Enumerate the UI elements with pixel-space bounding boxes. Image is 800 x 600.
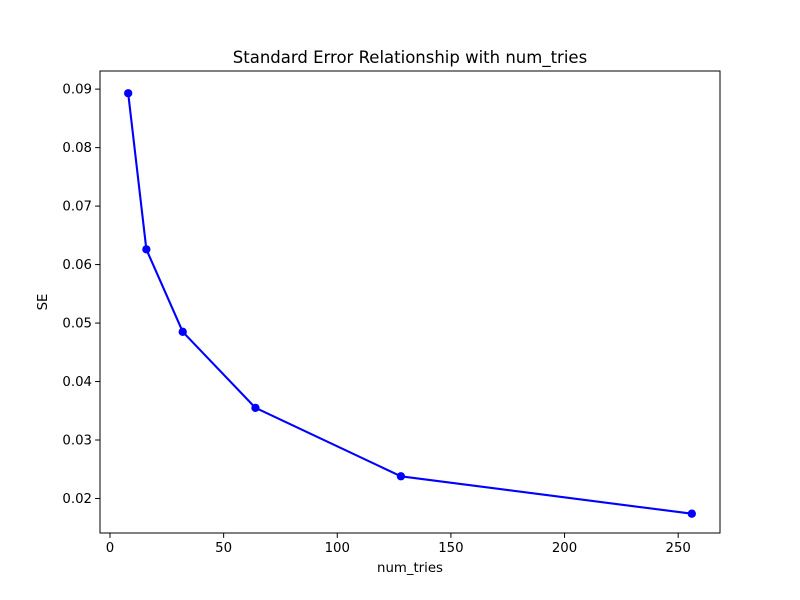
x-axis-label: num_tries	[377, 561, 443, 576]
chart-title: Standard Error Relationship with num_tri…	[233, 48, 587, 68]
x-tick-label: 50	[215, 541, 232, 556]
data-point-marker	[124, 89, 133, 98]
x-tick-label: 100	[325, 541, 350, 556]
x-tick-label: 200	[552, 541, 577, 556]
y-tick-label: 0.07	[62, 200, 92, 215]
x-tick-label: 150	[438, 541, 463, 556]
y-tick-label: 0.04	[62, 375, 92, 390]
data-point-marker	[142, 245, 151, 254]
x-tick-label: 250	[665, 541, 690, 556]
data-point-marker	[251, 403, 260, 413]
y-tick-label: 0.05	[62, 317, 92, 332]
y-tick-label: 0.06	[62, 258, 92, 273]
y-tick-label: 0.08	[62, 141, 92, 156]
x-axis-ticks: 0 50 100 150 200 250	[106, 533, 691, 556]
series-line	[127, 92, 693, 515]
x-tick-label: 0	[106, 541, 114, 556]
y-axis-ticks: 0.02 0.03 0.04 0.05 0.06 0.07 0.08 0.09	[62, 83, 100, 507]
y-tick-label: 0.03	[62, 434, 92, 449]
data-point-marker	[687, 509, 696, 518]
data-point-marker	[396, 472, 406, 481]
y-tick-label: 0.02	[62, 492, 92, 507]
data-point-marker	[178, 327, 187, 336]
data-series	[124, 89, 696, 518]
y-axis-label: SE	[36, 294, 51, 311]
y-tick-label: 0.09	[62, 83, 92, 98]
axes-frame	[99, 70, 721, 534]
